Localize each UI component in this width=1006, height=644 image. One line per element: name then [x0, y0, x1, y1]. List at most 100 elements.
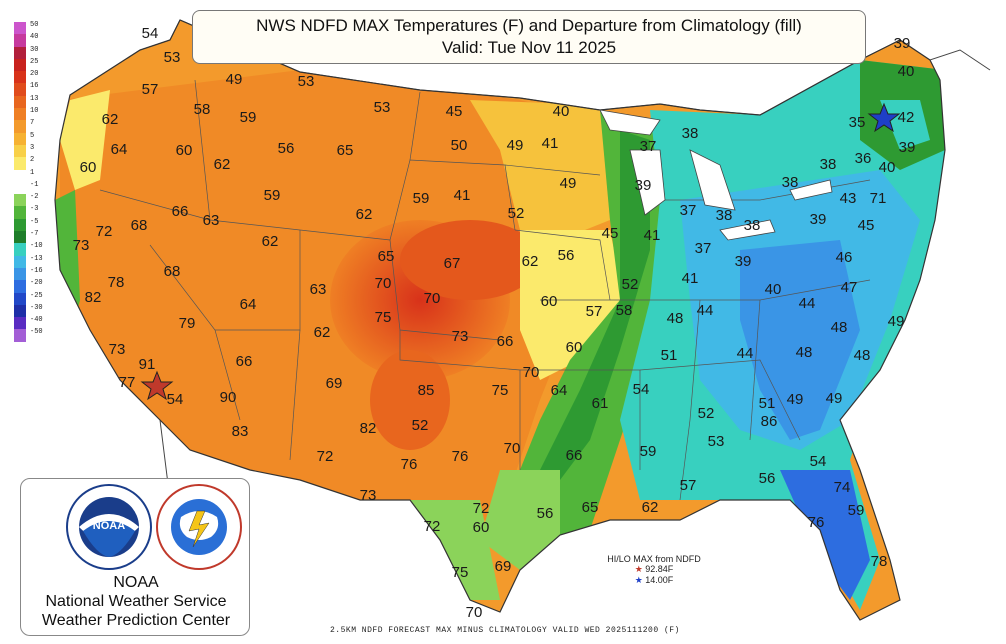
legend-row: 20: [14, 70, 42, 84]
legend-swatch: [14, 95, 26, 109]
temp-label: 54: [810, 453, 827, 470]
temp-label: 37: [695, 240, 712, 257]
map-title-box: NWS NDFD MAX Temperatures (F) and Depart…: [192, 10, 866, 64]
legend-swatch: [14, 304, 26, 318]
temp-label: 43: [840, 190, 857, 207]
legend-row: -7: [14, 230, 42, 244]
temp-label: 56: [558, 247, 575, 264]
temp-label: 44: [737, 345, 754, 362]
temp-label: 54: [142, 25, 159, 42]
temp-label: 82: [85, 289, 102, 306]
legend-value: -5: [30, 217, 39, 226]
temp-label: 39: [899, 139, 916, 156]
temp-label: 64: [240, 296, 257, 313]
temp-label: 54: [633, 381, 650, 398]
legend-swatch: [14, 71, 26, 84]
legend-value: -1: [30, 180, 39, 189]
noaa-logo-text: NOAA: [93, 520, 125, 532]
temp-label: 39: [735, 253, 752, 270]
temp-label: 52: [508, 205, 525, 222]
nws-logo-icon: [156, 484, 242, 570]
temp-label: 37: [680, 202, 697, 219]
temp-label: 49: [560, 175, 577, 192]
temp-label: 61: [592, 395, 609, 412]
temp-label: 57: [586, 303, 603, 320]
temp-label: 57: [680, 477, 697, 494]
legend-swatch: [14, 46, 26, 59]
temp-label: 73: [360, 487, 377, 504]
legend-value: 2: [30, 156, 35, 165]
temp-label: 53: [708, 433, 725, 450]
temp-label: 35: [849, 114, 866, 131]
legend-row: -40: [14, 316, 43, 330]
temp-label: 48: [831, 319, 848, 336]
legend-value: 5: [30, 131, 35, 140]
legend-row: 3: [14, 143, 42, 158]
map-title: NWS NDFD MAX Temperatures (F) and Depart…: [256, 16, 802, 35]
temp-label: 72: [96, 223, 113, 240]
temp-label: 75: [492, 382, 509, 399]
temp-label: 66: [566, 447, 583, 464]
legend-row: 25: [14, 58, 42, 72]
temp-label: 44: [799, 295, 816, 312]
temp-label: 51: [661, 347, 678, 364]
temp-label: 67: [444, 255, 461, 272]
temp-label: 75: [375, 309, 392, 326]
temp-label: 59: [240, 109, 257, 126]
temp-label: 58: [194, 101, 211, 118]
temp-label: 41: [644, 227, 661, 244]
legend-swatch: [14, 157, 26, 170]
temp-label: 65: [582, 499, 599, 516]
legend-row: 5: [14, 131, 42, 145]
legend-swatch: [14, 108, 26, 121]
temp-label: 58: [616, 302, 633, 319]
nws-logo-box: NOAA NOAA National Weather Service Weath…: [20, 478, 250, 636]
legend-value: 50: [30, 21, 39, 29]
legend-swatch: [14, 58, 26, 72]
temp-label: 78: [108, 274, 125, 291]
legend-row: -25: [14, 292, 43, 305]
temp-label: 70: [424, 290, 441, 307]
temp-label: 70: [504, 440, 521, 457]
legend-swatch: [14, 280, 26, 293]
temp-label: 42: [898, 109, 915, 126]
logo-line1: National Weather Service: [45, 593, 227, 610]
temp-label: 63: [310, 281, 327, 298]
legend-swatch: [14, 169, 26, 182]
temp-label: 77: [119, 374, 136, 391]
temp-label: 73: [73, 237, 90, 254]
legend-value: 20: [30, 70, 39, 79]
legend-value: -40: [30, 316, 43, 325]
legend-swatch: [14, 34, 26, 47]
legend-value: 10: [30, 107, 39, 116]
temp-label: 83: [232, 423, 249, 440]
legend-row: 10: [14, 107, 42, 121]
temp-label: 59: [264, 187, 281, 204]
legend-value: 16: [30, 82, 39, 91]
temp-label: 75: [452, 564, 469, 581]
temp-label: 76: [401, 456, 418, 473]
temp-label: 60: [176, 142, 193, 159]
temp-label: 72: [317, 448, 334, 465]
legend-row: -30: [14, 304, 43, 318]
temp-label: 41: [542, 135, 559, 152]
temp-label: 78: [871, 553, 888, 570]
legend-value: 3: [30, 143, 35, 152]
temp-label: 91: [139, 356, 156, 373]
legend-swatch: [14, 22, 26, 35]
legend-row: -10: [14, 242, 43, 256]
temp-label: 38: [820, 156, 837, 173]
departure-legend: 50 40 30 25 20 16 13 10 7 5 3 2 1 -1 -2 -3 -5 -7 -10 -13 -16…: [14, 21, 43, 342]
temp-label: 49: [888, 313, 905, 330]
temp-label: 69: [495, 558, 512, 575]
footer-caption: 2.5KM NDFD FORECAST MAX MINUS CLIMATOLOG…: [330, 626, 680, 635]
temp-label: 39: [894, 35, 911, 52]
legend-row: -5: [14, 217, 42, 232]
temp-label: 39: [810, 211, 827, 228]
legend-swatch: [14, 329, 26, 342]
temperature-labels: 54 53 57 49 53 62 58 59 64 60 53 45 40 60 56 65 62 50 49 41…: [73, 25, 916, 621]
legend-row: -50: [14, 328, 43, 342]
legend-value: 1: [30, 168, 35, 177]
temp-label: 62: [522, 253, 539, 270]
